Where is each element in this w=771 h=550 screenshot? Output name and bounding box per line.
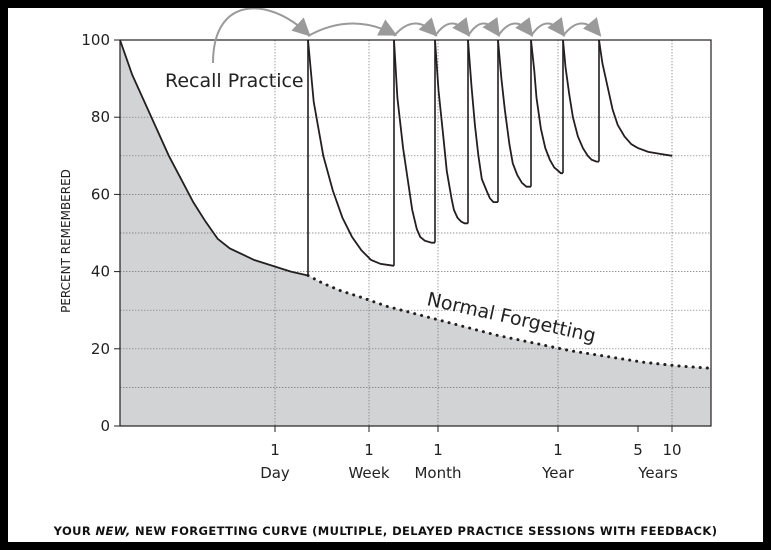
- x-tick-value: 1: [364, 441, 374, 459]
- x-tick-value: 10: [662, 441, 681, 459]
- x-tick-unit: Day: [260, 464, 290, 482]
- recall-practice-curve: [467, 39, 498, 204]
- recall-practice-curve: [598, 39, 673, 157]
- recall-arrow: [393, 17, 438, 37]
- figure-caption: YOUR NEW, NEW FORGETTING CURVE (MULTIPLE…: [8, 524, 763, 538]
- y-tick-label: 60: [91, 185, 110, 203]
- x-tick-value: 1: [270, 441, 280, 459]
- normal-forgetting-dotted-line: [306, 273, 710, 370]
- recall-practice-label: Recall Practice: [165, 70, 304, 92]
- x-tick-unit: Week: [348, 464, 389, 482]
- forgetting-area: [120, 40, 711, 426]
- y-tick-label: 40: [91, 263, 110, 281]
- x-tick-value: 1: [433, 441, 443, 459]
- recall-practice-curve: [434, 39, 468, 225]
- x-tick-value: 1: [553, 441, 563, 459]
- recall-arrow: [467, 17, 501, 37]
- y-axis-label: PERCENT REMEMBERED: [59, 169, 73, 313]
- y-tick-label: 0: [100, 417, 110, 435]
- recall-arrow: [562, 17, 602, 37]
- normal-forgetting-solid-line: [119, 39, 309, 277]
- recall-practice-curve: [562, 39, 599, 163]
- recall-arrow: [530, 17, 566, 37]
- recall-practice-curve: [393, 39, 435, 244]
- y-tick-label: 100: [81, 31, 110, 49]
- recall-arrow: [212, 8, 311, 64]
- caption-emphasis: NEW,: [95, 524, 131, 538]
- x-tick-unit: Year: [541, 464, 575, 482]
- x-tick-unit: Years: [637, 464, 678, 482]
- recall-arrow: [434, 17, 471, 37]
- recall-practice-curve: [307, 39, 395, 267]
- recall-practice-curve: [530, 39, 563, 175]
- x-tick-unit: Month: [414, 464, 461, 482]
- recall-arrow: [497, 17, 534, 37]
- recall-arrow: [307, 19, 398, 37]
- plot-frame: [119, 39, 712, 427]
- caption-part-3: NEW FORGETTING CURVE (MULTIPLE, DELAYED …: [130, 524, 718, 538]
- figure-frame: 0 20 40 60 80 100 PERCENT REMEMBERED 1 Day 1 Week 1…: [8, 8, 763, 542]
- x-tick-value: 5: [633, 441, 643, 459]
- y-tick-label: 20: [91, 340, 110, 358]
- caption-part-1: YOUR: [53, 524, 96, 538]
- y-tick-label: 80: [91, 108, 110, 126]
- forgetting-curve-chart: 0 20 40 60 80 100 PERCENT REMEMBERED 1 Day 1 Week 1…: [59, 8, 712, 482]
- recall-practice-curve: [497, 39, 531, 188]
